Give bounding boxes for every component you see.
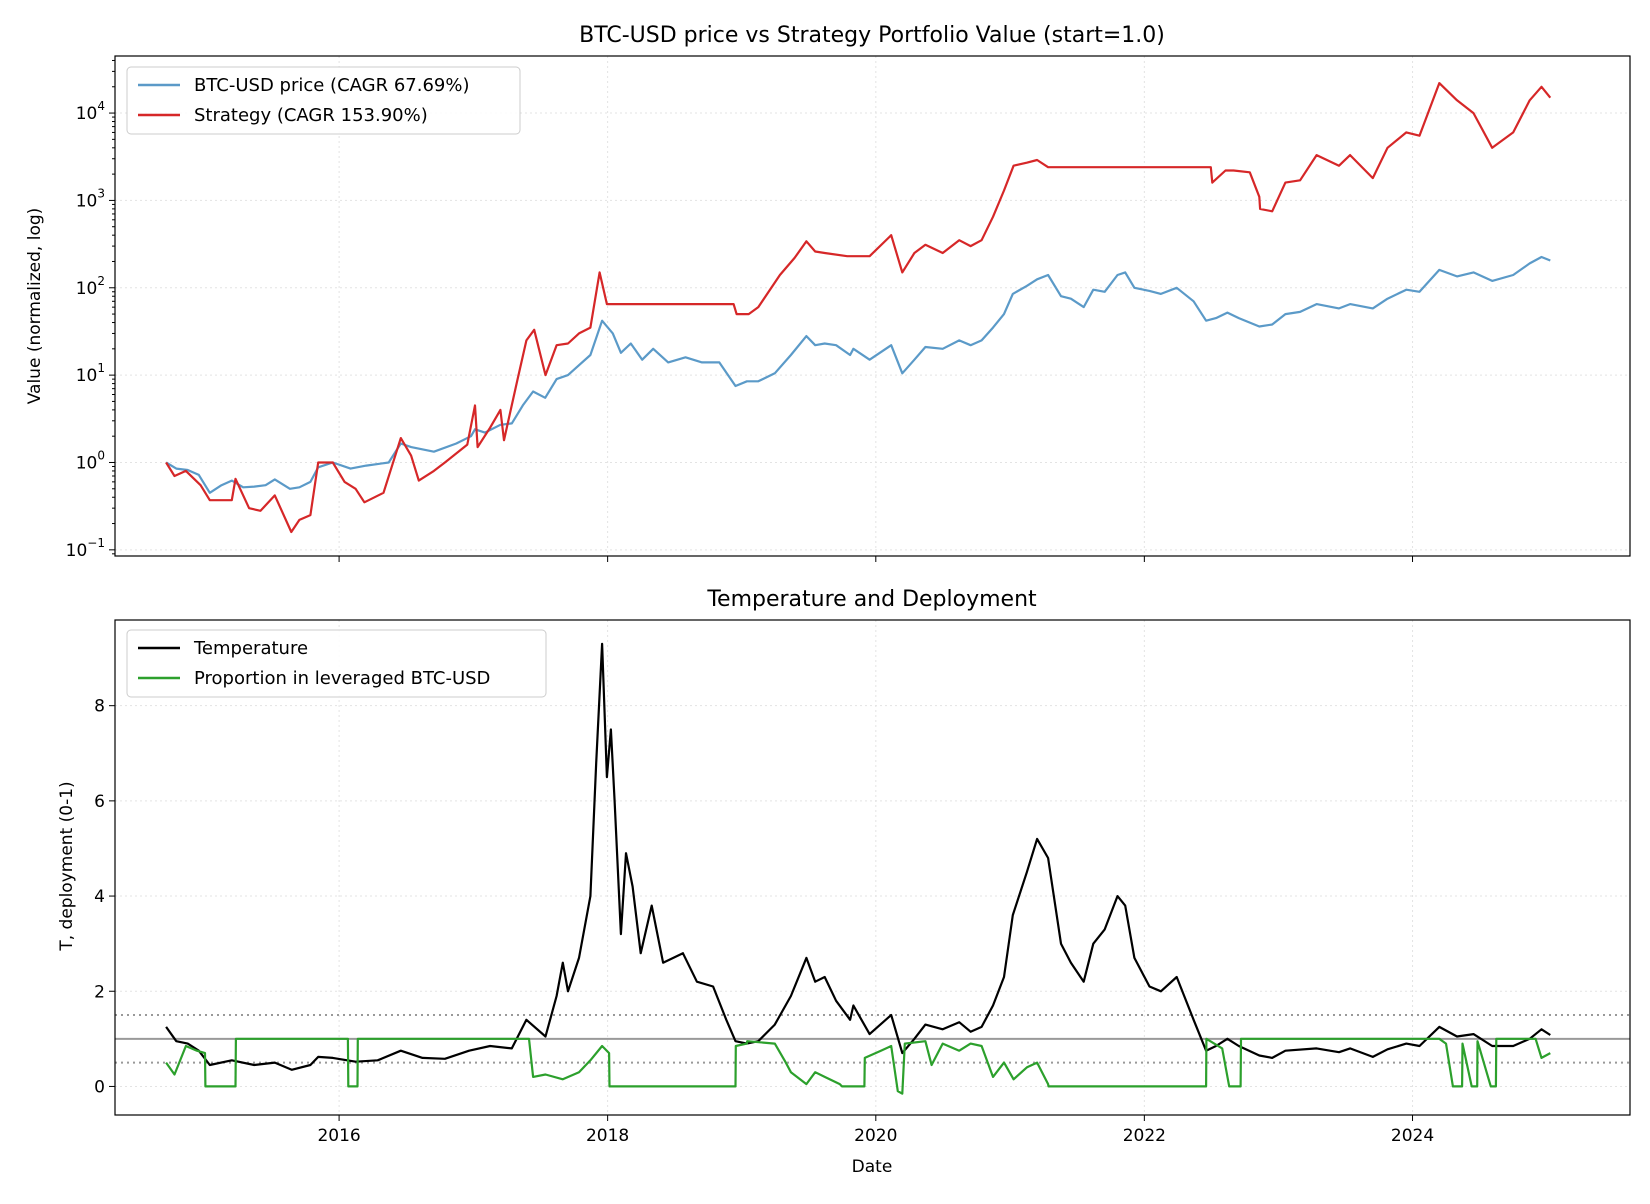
bottom-y-ticks: 0 2 4 6 8: [94, 697, 115, 1097]
bottom-x-ticks: 2016 2018 2020 2022 2024: [317, 1115, 1434, 1146]
x-tick-label: 2020: [854, 1126, 897, 1146]
top-y-ticks: 10−1 100 101 102 103 104: [66, 59, 115, 561]
bottom-legend-box: [126, 629, 547, 698]
legend-label-temperature: Temperature: [193, 638, 308, 659]
top-y-tick-label: 101: [76, 361, 105, 386]
top-y-axis-label: Value (normalized, log): [25, 208, 45, 405]
top-series-group: [165, 82, 1552, 534]
x-tick-label: 2022: [1123, 1126, 1166, 1146]
btc-price-line: [165, 255, 1551, 494]
strategy-line: [165, 82, 1552, 534]
legend-label-strategy: Strategy (CAGR 153.90%): [194, 105, 428, 126]
deployment-line: [165, 1037, 1551, 1095]
top-axes-frame: [114, 55, 1631, 557]
top-y-tick-label: 103: [76, 186, 105, 211]
legend-label-btc: BTC-USD price (CAGR 67.69%): [194, 75, 469, 96]
top-x-ticks: [338, 556, 1414, 562]
top-legend-box: [126, 66, 521, 135]
legend-label-deployment: Proportion in leveraged BTC-USD: [194, 668, 490, 689]
bottom-y-tick-label: 2: [94, 982, 105, 1002]
x-tick-label: 2018: [586, 1126, 629, 1146]
bottom-y-axis-label: T, deployment (0-1): [57, 781, 77, 951]
top-chart-title: BTC-USD price vs Strategy Portfolio Valu…: [579, 23, 1165, 48]
top-y-tick-label: 104: [76, 99, 105, 124]
bottom-y-tick-label: 6: [94, 792, 105, 812]
bottom-panel: Temperature and Deployment 2016 2018 2020 2…: [57, 587, 1631, 1177]
bottom-legend[interactable]: Temperature Proportion in leveraged BTC-…: [126, 629, 547, 698]
top-y-tick-label: 10−1: [66, 536, 105, 561]
bottom-x-axis-label: Date: [852, 1157, 893, 1177]
top-panel: BTC-USD price vs Strategy Portfolio Valu…: [25, 23, 1631, 562]
x-tick-label: 2024: [1391, 1126, 1434, 1146]
bottom-y-tick-label: 0: [94, 1077, 105, 1097]
top-legend[interactable]: BTC-USD price (CAGR 67.69%) Strategy (CA…: [126, 66, 521, 135]
bottom-y-tick-label: 8: [94, 697, 105, 717]
bottom-series-group: [165, 642, 1551, 1095]
top-y-tick-label: 100: [76, 448, 105, 473]
bottom-chart-title: Temperature and Deployment: [706, 587, 1037, 612]
bottom-axes-frame: [114, 619, 1631, 1116]
x-tick-label: 2016: [317, 1126, 360, 1146]
temperature-line: [165, 642, 1551, 1071]
top-y-tick-label: 102: [76, 274, 105, 299]
bottom-y-tick-label: 4: [94, 887, 105, 907]
